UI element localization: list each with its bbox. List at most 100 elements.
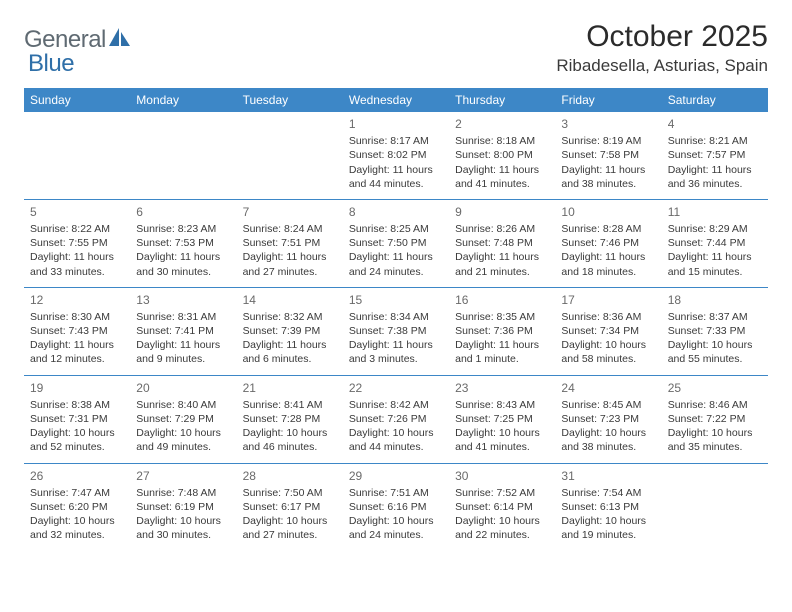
calendar-cell: 17Sunrise: 8:36 AMSunset: 7:34 PMDayligh…: [555, 287, 661, 375]
calendar-cell: 31Sunrise: 7:54 AMSunset: 6:13 PMDayligh…: [555, 463, 661, 550]
daylight-text: and 33 minutes.: [30, 265, 124, 279]
day-number: 11: [668, 204, 762, 220]
daylight-text: Daylight: 10 hours: [561, 514, 655, 528]
weekday-header-row: Sunday Monday Tuesday Wednesday Thursday…: [24, 88, 768, 112]
daylight-text: Daylight: 10 hours: [30, 514, 124, 528]
calendar-cell: [662, 463, 768, 550]
calendar-cell: 11 Sunrise: 8:29 AMSunset: 7:44 PMDayligh…: [662, 199, 768, 287]
sunrise-text: Sunrise: 8:43 AM: [455, 398, 549, 412]
sunset-text: Sunset: 6:16 PM: [349, 500, 443, 514]
daylight-text: Daylight: 10 hours: [243, 514, 337, 528]
daylight-text: and 35 minutes.: [668, 440, 762, 454]
daylight-text: Daylight: 10 hours: [455, 514, 549, 528]
day-number: 4: [668, 116, 762, 132]
sunset-text: Sunset: 7:26 PM: [349, 412, 443, 426]
location: Ribadesella, Asturias, Spain: [556, 56, 768, 76]
daylight-text: and 9 minutes.: [136, 352, 230, 366]
daylight-text: and 24 minutes.: [349, 528, 443, 542]
sunrise-text: Sunrise: 8:19 AM: [561, 134, 655, 148]
sunrise-text: Sunrise: 7:54 AM: [561, 486, 655, 500]
sunset-text: Sunset: 7:44 PM: [668, 236, 762, 250]
day-number: 3: [561, 116, 655, 132]
sunrise-text: Sunrise: 7:47 AM: [30, 486, 124, 500]
daylight-text: Daylight: 11 hours: [455, 163, 549, 177]
daylight-text: Daylight: 10 hours: [136, 514, 230, 528]
day-number: 7: [243, 204, 337, 220]
calendar-cell: 25Sunrise: 8:46 AMSunset: 7:22 PMDayligh…: [662, 375, 768, 463]
daylight-text: Daylight: 10 hours: [349, 514, 443, 528]
daylight-text: and 30 minutes.: [136, 265, 230, 279]
calendar-row: 12Sunrise: 8:30 AMSunset: 7:43 PMDayligh…: [24, 287, 768, 375]
sunrise-text: Sunrise: 8:25 AM: [349, 222, 443, 236]
daylight-text: and 38 minutes.: [561, 440, 655, 454]
title-block: October 2025 Ribadesella, Asturias, Spai…: [556, 20, 768, 76]
calendar-cell: 16Sunrise: 8:35 AMSunset: 7:36 PMDayligh…: [449, 287, 555, 375]
daylight-text: Daylight: 11 hours: [455, 338, 549, 352]
calendar-cell: 5Sunrise: 8:22 AMSunset: 7:55 PMDaylight…: [24, 199, 130, 287]
sunset-text: Sunset: 7:57 PM: [668, 148, 762, 162]
sunset-text: Sunset: 7:41 PM: [136, 324, 230, 338]
day-number: 20: [136, 380, 230, 396]
day-number: 2: [455, 116, 549, 132]
weekday-header: Monday: [130, 88, 236, 112]
sunrise-text: Sunrise: 8:23 AM: [136, 222, 230, 236]
sunrise-text: Sunrise: 8:40 AM: [136, 398, 230, 412]
sunrise-text: Sunrise: 8:42 AM: [349, 398, 443, 412]
daylight-text: Daylight: 10 hours: [243, 426, 337, 440]
calendar-cell: 29Sunrise: 7:51 AMSunset: 6:16 PMDayligh…: [343, 463, 449, 550]
daylight-text: and 55 minutes.: [668, 352, 762, 366]
daylight-text: Daylight: 10 hours: [668, 426, 762, 440]
calendar-cell: 4Sunrise: 8:21 AMSunset: 7:57 PMDaylight…: [662, 112, 768, 199]
sunrise-text: Sunrise: 8:34 AM: [349, 310, 443, 324]
calendar-body: 1Sunrise: 8:17 AMSunset: 8:02 PMDaylight…: [24, 112, 768, 550]
sunrise-text: Sunrise: 8:30 AM: [30, 310, 124, 324]
calendar-row: 19Sunrise: 8:38 AMSunset: 7:31 PMDayligh…: [24, 375, 768, 463]
day-number: 9: [455, 204, 549, 220]
sunset-text: Sunset: 6:20 PM: [30, 500, 124, 514]
calendar-cell: 24Sunrise: 8:45 AMSunset: 7:23 PMDayligh…: [555, 375, 661, 463]
sunrise-text: Sunrise: 7:52 AM: [455, 486, 549, 500]
daylight-text: and 3 minutes.: [349, 352, 443, 366]
calendar-cell: 20Sunrise: 8:40 AMSunset: 7:29 PMDayligh…: [130, 375, 236, 463]
day-number: 18: [668, 292, 762, 308]
calendar-cell: 6Sunrise: 8:23 AMSunset: 7:53 PMDaylight…: [130, 199, 236, 287]
day-number: 15: [349, 292, 443, 308]
sunset-text: Sunset: 7:29 PM: [136, 412, 230, 426]
day-number: 6: [136, 204, 230, 220]
daylight-text: and 38 minutes.: [561, 177, 655, 191]
daylight-text: Daylight: 11 hours: [30, 250, 124, 264]
weekday-header: Sunday: [24, 88, 130, 112]
daylight-text: Daylight: 11 hours: [349, 250, 443, 264]
sunset-text: Sunset: 8:00 PM: [455, 148, 549, 162]
daylight-text: and 41 minutes.: [455, 177, 549, 191]
logo-sail-icon: [109, 28, 131, 53]
calendar-cell: 27Sunrise: 7:48 AMSunset: 6:19 PMDayligh…: [130, 463, 236, 550]
header: General October 2025 Ribadesella, Asturi…: [24, 20, 768, 76]
day-number: 5: [30, 204, 124, 220]
sunrise-text: Sunrise: 8:36 AM: [561, 310, 655, 324]
day-number: 26: [30, 468, 124, 484]
daylight-text: and 18 minutes.: [561, 265, 655, 279]
daylight-text: and 27 minutes.: [243, 265, 337, 279]
daylight-text: and 19 minutes.: [561, 528, 655, 542]
weekday-header: Saturday: [662, 88, 768, 112]
sunrise-text: Sunrise: 8:29 AM: [668, 222, 762, 236]
day-number: 13: [136, 292, 230, 308]
daylight-text: and 12 minutes.: [30, 352, 124, 366]
daylight-text: Daylight: 11 hours: [30, 338, 124, 352]
sunrise-text: Sunrise: 8:35 AM: [455, 310, 549, 324]
sunset-text: Sunset: 7:36 PM: [455, 324, 549, 338]
daylight-text: Daylight: 11 hours: [561, 250, 655, 264]
daylight-text: Daylight: 11 hours: [455, 250, 549, 264]
sunrise-text: Sunrise: 8:46 AM: [668, 398, 762, 412]
daylight-text: Daylight: 10 hours: [455, 426, 549, 440]
daylight-text: and 32 minutes.: [30, 528, 124, 542]
daylight-text: Daylight: 11 hours: [668, 250, 762, 264]
day-number: 8: [349, 204, 443, 220]
day-number: 14: [243, 292, 337, 308]
sunrise-text: Sunrise: 8:38 AM: [30, 398, 124, 412]
day-number: 29: [349, 468, 443, 484]
daylight-text: and 52 minutes.: [30, 440, 124, 454]
daylight-text: Daylight: 11 hours: [349, 338, 443, 352]
daylight-text: Daylight: 11 hours: [668, 163, 762, 177]
